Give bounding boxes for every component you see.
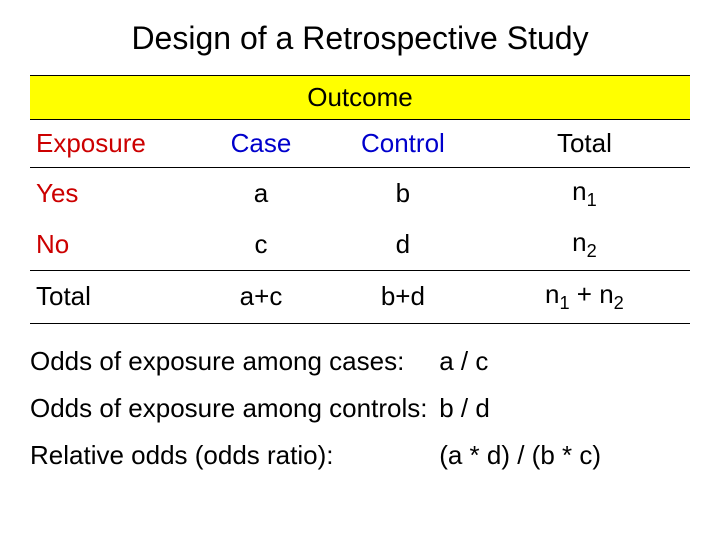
cell-no-label: No: [30, 219, 195, 271]
cell-yes-total: n1: [479, 168, 690, 220]
formula-value: (a * d) / (b * c): [439, 440, 690, 471]
formula-odds-ratio: Relative odds (odds ratio): (a * d) / (b…: [30, 432, 690, 479]
header-control: Control: [327, 120, 479, 168]
row-total: Total a+c b+d n1 + n2: [30, 271, 690, 323]
cell-no-total: n2: [479, 219, 690, 271]
header-exposure: Exposure: [30, 120, 195, 168]
header-total: Total: [479, 120, 690, 168]
formula-label: Odds of exposure among cases:: [30, 346, 439, 377]
formula-value: a / c: [439, 346, 690, 377]
formula-value: b / d: [439, 393, 690, 424]
cell-yes-case: a: [195, 168, 327, 220]
cell-total-total: n1 + n2: [479, 271, 690, 323]
header-case: Case: [195, 120, 327, 168]
cell-no-control: d: [327, 219, 479, 271]
outcome-header: Outcome: [30, 75, 690, 120]
contingency-table: Outcome Exposure Case Control Total Yes …: [30, 75, 690, 479]
header-row: Exposure Case Control Total: [30, 120, 690, 168]
cell-total-case: a+c: [195, 271, 327, 323]
cell-yes-label: Yes: [30, 168, 195, 220]
row-no: No c d n2: [30, 219, 690, 271]
formula-label: Relative odds (odds ratio):: [30, 440, 439, 471]
cell-no-case: c: [195, 219, 327, 271]
page-title: Design of a Retrospective Study: [30, 20, 690, 57]
cell-total-label: Total: [30, 271, 195, 323]
table: Exposure Case Control Total Yes a b n1 N…: [30, 120, 690, 324]
formula-odds-cases: Odds of exposure among cases: a / c: [30, 338, 690, 385]
formula-label: Odds of exposure among controls:: [30, 393, 439, 424]
cell-total-control: b+d: [327, 271, 479, 323]
row-yes: Yes a b n1: [30, 168, 690, 220]
formula-odds-controls: Odds of exposure among controls: b / d: [30, 385, 690, 432]
cell-yes-control: b: [327, 168, 479, 220]
formulas-section: Odds of exposure among cases: a / c Odds…: [30, 338, 690, 479]
